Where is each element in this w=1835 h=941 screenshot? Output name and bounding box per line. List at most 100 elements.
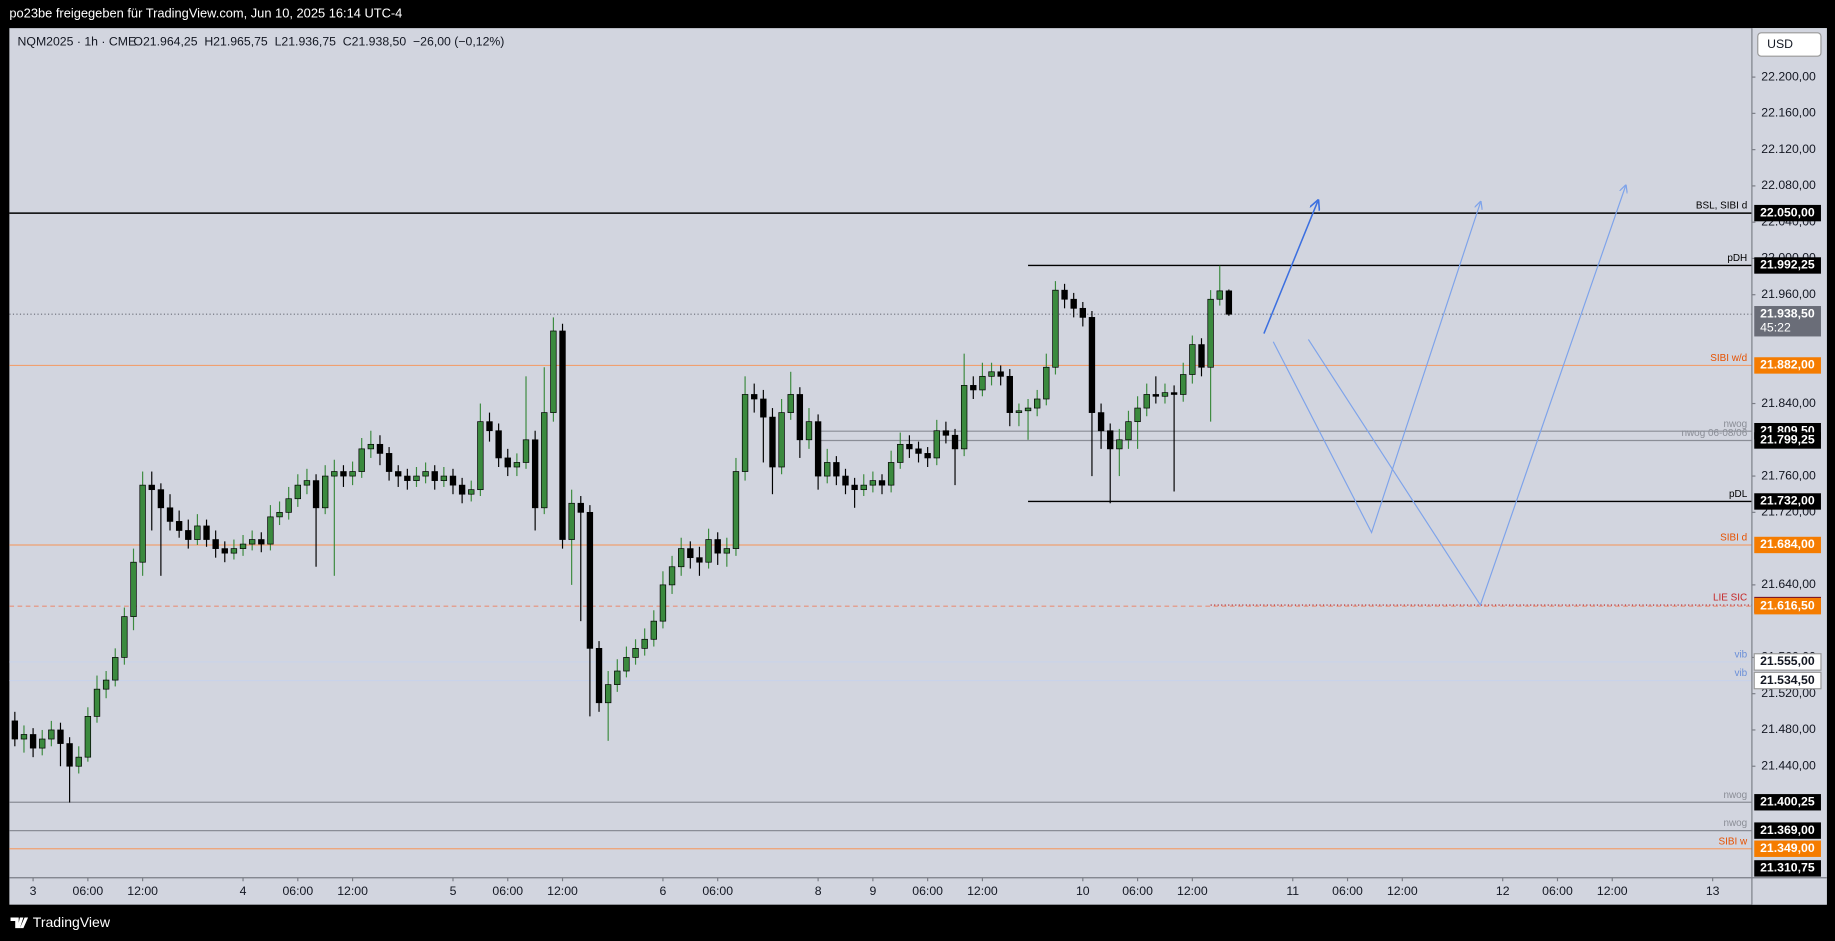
candle-body — [769, 416, 776, 468]
candle-body — [979, 375, 986, 391]
candle-body — [404, 475, 411, 481]
candle-body — [449, 475, 457, 486]
brand: TradingView — [33, 914, 111, 930]
candle-body — [102, 679, 110, 690]
candle-body — [714, 539, 721, 554]
candle-body — [1006, 375, 1013, 413]
candle-body — [796, 394, 804, 441]
y-tick-label: 21.480,00 — [1761, 722, 1816, 736]
y-tick-label: 21.640,00 — [1761, 577, 1816, 591]
candle-body — [741, 394, 749, 472]
candle-body — [267, 516, 274, 545]
candle-body — [66, 743, 73, 767]
candle-body — [723, 548, 731, 554]
share-header: po23be freigegeben für TradingView.com, … — [9, 5, 402, 20]
candle-body — [349, 471, 356, 477]
candle-body — [550, 330, 557, 413]
candle-body — [1116, 439, 1123, 450]
projection — [1263, 186, 1626, 607]
candle-body — [1198, 344, 1205, 368]
price-label: 21.349,00 — [1760, 841, 1815, 855]
x-tick-label: 12:00 — [127, 884, 158, 898]
level-name: nwog 06-08/06 — [1681, 428, 1747, 439]
candle-body — [933, 430, 940, 459]
currency-button[interactable] — [1757, 32, 1822, 57]
chart-background — [9, 28, 1827, 905]
candle-body — [805, 421, 813, 441]
candle-body — [659, 584, 667, 622]
candle-body — [1152, 394, 1160, 397]
price-label-box — [1754, 257, 1821, 274]
candle-body — [751, 394, 758, 400]
candle-body — [121, 616, 128, 658]
y-tick-label: 21.840,00 — [1761, 396, 1816, 410]
candle-body — [568, 502, 575, 540]
x-tick-label: 12 — [1496, 884, 1510, 898]
candle-body — [395, 471, 402, 477]
y-tick-label: 22.120,00 — [1761, 142, 1816, 156]
candle-body — [139, 484, 146, 563]
x-tick-label: 12:00 — [1177, 884, 1208, 898]
price-label-box — [1754, 840, 1821, 857]
level-name: nwog — [1723, 790, 1747, 801]
candle-body — [93, 688, 101, 717]
x-tick-label: 06:00 — [492, 884, 523, 898]
candle-body — [248, 539, 256, 545]
candle-body — [276, 511, 283, 518]
candle-body — [358, 448, 365, 472]
level-name: SIBI w — [1719, 836, 1749, 847]
candle-body — [440, 475, 448, 481]
candle-body — [906, 443, 913, 450]
level-name: vib — [1735, 668, 1748, 679]
candle-body — [668, 566, 676, 586]
price-label: 21.310,75 — [1760, 861, 1815, 875]
candle-body — [970, 385, 977, 391]
candle-body — [1170, 392, 1178, 395]
candle-body — [1088, 317, 1096, 413]
candle-body — [641, 638, 648, 649]
candle-body — [1143, 394, 1150, 409]
candle-body — [869, 480, 877, 486]
candle-body — [687, 548, 694, 559]
level-name: SIBI d — [1720, 533, 1747, 544]
price-label-box — [1753, 653, 1822, 671]
candle-body — [1034, 398, 1041, 409]
candle-body — [924, 453, 931, 459]
x-tick-label: 13 — [1706, 884, 1720, 898]
price-label-box — [1754, 597, 1821, 615]
price-label-box — [1754, 493, 1821, 510]
candle-body — [1134, 407, 1141, 423]
candle-body — [39, 738, 46, 749]
candle-body — [1097, 412, 1105, 432]
candle-body — [1070, 298, 1077, 309]
price-label-box — [1754, 432, 1821, 449]
candle-body — [148, 484, 155, 491]
price-label-box — [1754, 794, 1821, 811]
candle-body — [376, 443, 384, 454]
price-label: 21.616,50 — [1760, 598, 1815, 612]
candle-body — [1052, 289, 1059, 368]
price-label-box — [1754, 536, 1821, 554]
candle-body — [988, 371, 995, 377]
price-label: 21.369,00 — [1760, 823, 1815, 837]
countdown: 45:22 — [1760, 321, 1791, 335]
level-name: BSL, SIBI d — [1696, 201, 1747, 212]
candle-body — [166, 507, 174, 522]
price-label: 21.799,25 — [1760, 433, 1815, 447]
x-tick-label: 12:00 — [337, 884, 368, 898]
candle-body — [112, 657, 119, 681]
x-tick-label: 12:00 — [1597, 884, 1628, 898]
candle-body — [942, 430, 950, 436]
candle-body — [887, 462, 895, 486]
candle-body — [614, 670, 621, 685]
candle-body — [632, 647, 639, 658]
candle-body — [230, 548, 238, 554]
price-label: 21.534,50 — [1760, 673, 1815, 687]
projection-path — [1307, 186, 1625, 607]
candle-body — [577, 502, 584, 513]
candle-body — [960, 385, 968, 450]
currency: USD — [1767, 37, 1793, 51]
candle-body — [1079, 307, 1087, 318]
